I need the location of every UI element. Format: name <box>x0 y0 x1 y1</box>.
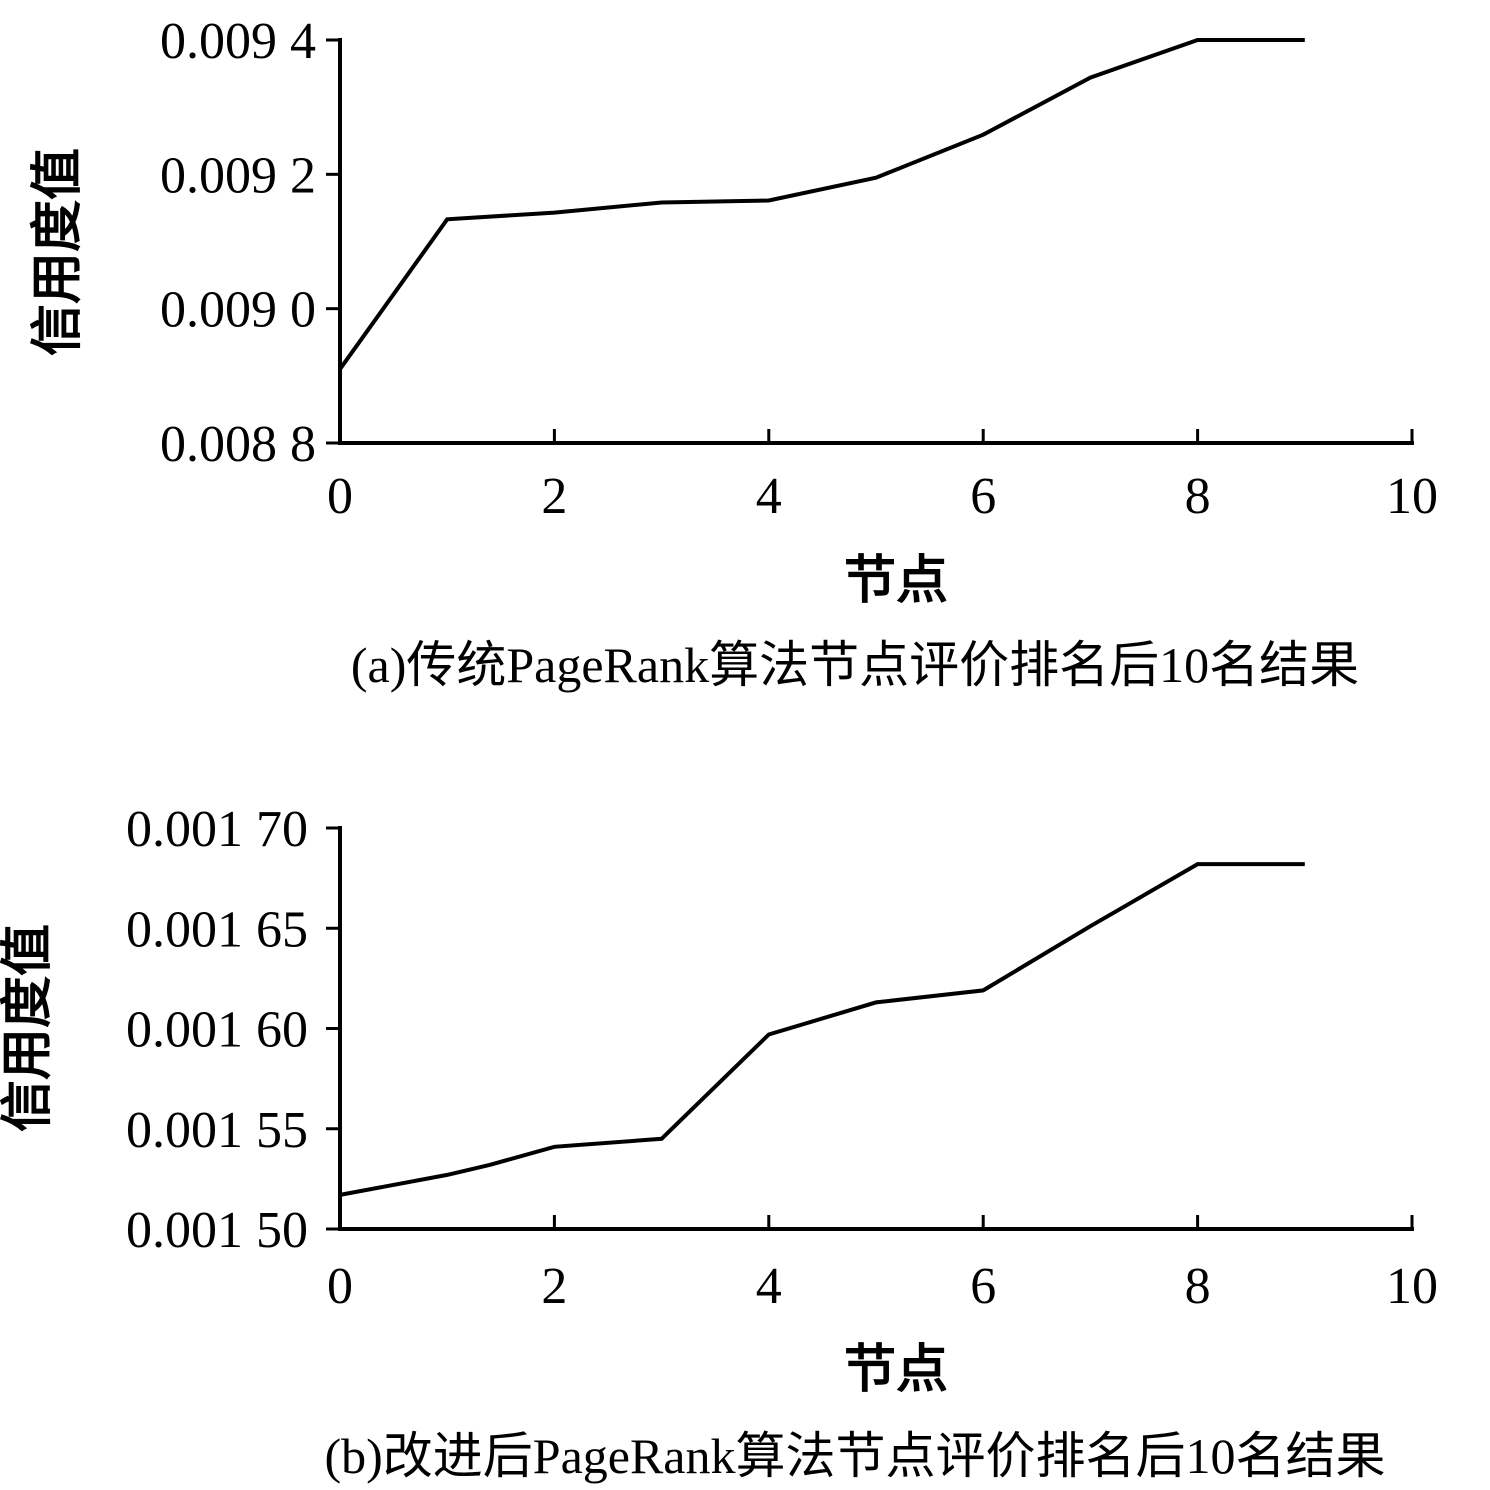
chart-a-x-tick-label: 10 <box>1386 468 1438 525</box>
chart-b-x-tick-label: 0 <box>327 1258 353 1315</box>
chart-b-x-tick-label: 10 <box>1386 1258 1438 1315</box>
chart-a-y-tick-label: 0.009 4 <box>160 13 316 70</box>
chart-b: 0.001 50 0.001 55 0.001 60 0.001 65 0.001 70… <box>0 801 1438 1484</box>
chart-a: 0.008 8 0.009 0 0.009 2 0.009 4 0 2 4 6 8 10 节点 信用度… <box>29 13 1438 693</box>
chart-b-y-tick-label: 0.001 65 <box>126 901 308 958</box>
chart-a-x-tick-label: 2 <box>541 468 567 525</box>
chart-b-caption: (b)改进后PageRank算法节点评价排名后10名结果 <box>324 1428 1385 1484</box>
chart-a-x-tick-label: 8 <box>1185 468 1211 525</box>
chart-b-x-tick-label: 6 <box>970 1258 996 1315</box>
chart-b-x-axis-title: 节点 <box>844 1341 948 1399</box>
chart-a-caption: (a)传统PageRank算法节点评价排名后10名结果 <box>351 637 1359 693</box>
chart-a-x-tick-label: 4 <box>756 468 782 525</box>
chart-b-y-tick-label: 0.001 55 <box>126 1102 308 1159</box>
chart-b-x-tick-label: 4 <box>756 1258 782 1315</box>
chart-a-x-axis-title: 节点 <box>844 552 948 610</box>
chart-b-x-tick-label: 2 <box>541 1258 567 1315</box>
chart-a-y-tick-label: 0.009 0 <box>160 282 316 339</box>
chart-a-y-tick-label: 0.009 2 <box>160 147 316 204</box>
chart-a-series-line <box>338 38 1305 371</box>
chart-b-y-tick-label: 0.001 70 <box>126 801 308 858</box>
chart-b-y-axis-title: 信用度值 <box>0 924 57 1132</box>
chart-a-x-tick-label: 6 <box>970 468 996 525</box>
chart-b-y-tick-label: 0.001 50 <box>126 1202 308 1259</box>
chart-a-y-axis-title: 信用度值 <box>29 148 87 356</box>
chart-a-y-tick-label: 0.008 8 <box>160 416 316 473</box>
chart-b-y-tick-label: 0.001 60 <box>126 1002 308 1059</box>
chart-b-x-tick-label: 8 <box>1185 1258 1211 1315</box>
chart-b-series-line <box>339 862 1305 1197</box>
chart-a-x-tick-label: 0 <box>327 468 353 525</box>
